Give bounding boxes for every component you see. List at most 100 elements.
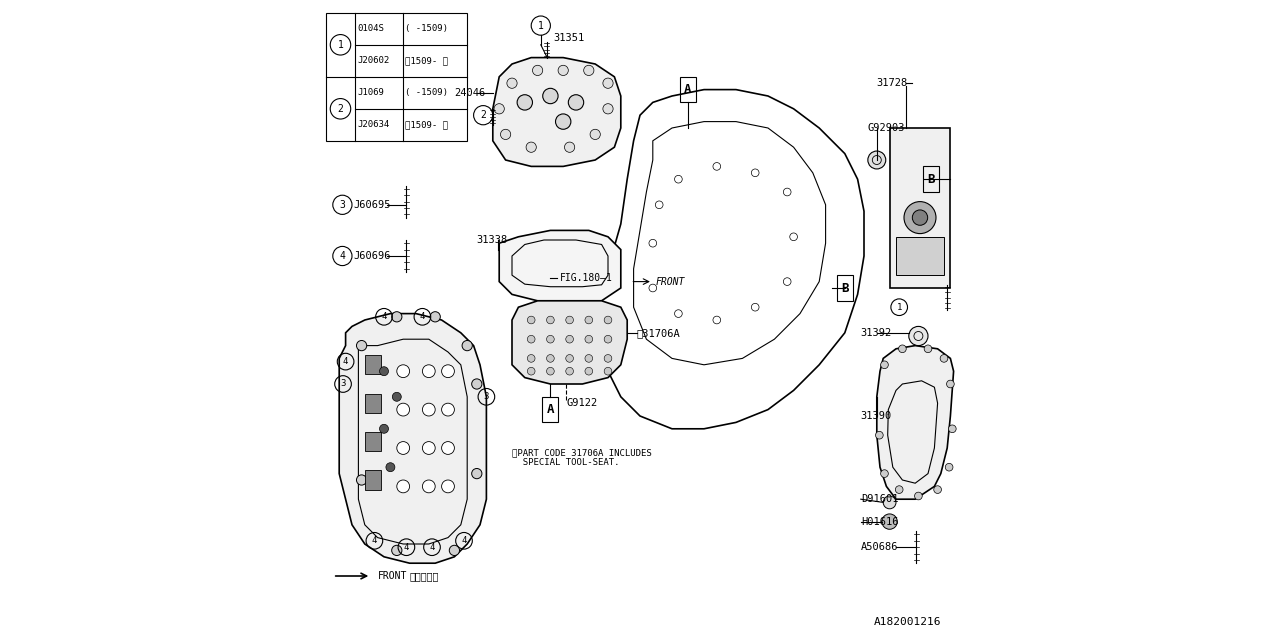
Circle shape — [392, 312, 402, 322]
Text: H01616: H01616 — [860, 516, 899, 527]
Bar — [837, 275, 852, 301]
Circle shape — [558, 65, 568, 76]
Circle shape — [914, 492, 923, 500]
Circle shape — [547, 335, 554, 343]
Bar — [923, 166, 940, 192]
Circle shape — [397, 365, 410, 378]
Circle shape — [422, 403, 435, 416]
Text: ( -1509): ( -1509) — [404, 88, 448, 97]
Text: 〘1509- 〙: 〘1509- 〙 — [404, 56, 448, 65]
Text: 2: 2 — [338, 104, 343, 114]
Bar — [890, 128, 950, 288]
Text: 24046: 24046 — [454, 88, 485, 98]
Polygon shape — [499, 230, 621, 301]
Circle shape — [904, 202, 936, 234]
Circle shape — [896, 486, 904, 493]
Circle shape — [397, 442, 410, 454]
Circle shape — [556, 114, 571, 129]
Polygon shape — [877, 346, 954, 499]
Circle shape — [472, 468, 483, 479]
Text: J20602: J20602 — [357, 56, 389, 65]
Text: J1069: J1069 — [357, 88, 384, 97]
Circle shape — [899, 345, 906, 353]
Circle shape — [387, 463, 394, 472]
Circle shape — [566, 335, 573, 343]
Circle shape — [547, 316, 554, 324]
Circle shape — [584, 65, 594, 76]
Text: A182001216: A182001216 — [873, 617, 941, 627]
Text: J60695: J60695 — [353, 200, 390, 210]
Circle shape — [397, 480, 410, 493]
Circle shape — [934, 486, 942, 493]
Text: 4: 4 — [343, 357, 348, 366]
Circle shape — [603, 78, 613, 88]
Circle shape — [604, 355, 612, 362]
Text: 〘1509- 〙: 〘1509- 〙 — [404, 120, 448, 129]
Circle shape — [442, 365, 454, 378]
Circle shape — [882, 514, 897, 529]
Text: ※31706A: ※31706A — [637, 328, 681, 338]
Circle shape — [449, 545, 460, 556]
Text: FRONT: FRONT — [657, 276, 685, 287]
Text: J20634: J20634 — [357, 120, 389, 129]
Text: FIG.180–1: FIG.180–1 — [561, 273, 613, 284]
Text: 3: 3 — [340, 380, 346, 388]
Circle shape — [566, 316, 573, 324]
Circle shape — [568, 95, 584, 110]
Circle shape — [883, 496, 896, 509]
Text: 4: 4 — [381, 312, 387, 321]
Text: B: B — [841, 282, 849, 294]
Circle shape — [379, 424, 389, 433]
Text: 2: 2 — [480, 110, 486, 120]
Circle shape — [422, 480, 435, 493]
Text: J60696: J60696 — [353, 251, 390, 261]
Circle shape — [472, 379, 483, 389]
Circle shape — [379, 367, 389, 376]
Text: G9122: G9122 — [566, 398, 598, 408]
Circle shape — [397, 403, 410, 416]
Text: ( -1509): ( -1509) — [404, 24, 448, 33]
Circle shape — [392, 545, 402, 556]
Bar — [365, 432, 381, 451]
Text: ＜上面図＞: ＜上面図＞ — [410, 571, 439, 581]
Circle shape — [948, 425, 956, 433]
Circle shape — [442, 480, 454, 493]
Text: 3: 3 — [339, 200, 346, 210]
Circle shape — [526, 142, 536, 152]
Circle shape — [527, 355, 535, 362]
Circle shape — [494, 104, 504, 114]
Bar — [326, 13, 467, 141]
Text: 4: 4 — [339, 251, 346, 261]
Text: D91601: D91601 — [860, 494, 899, 504]
Circle shape — [442, 442, 454, 454]
Text: A: A — [685, 83, 691, 96]
Circle shape — [604, 335, 612, 343]
Text: 4: 4 — [461, 536, 467, 545]
Circle shape — [527, 335, 535, 343]
Text: 4: 4 — [429, 543, 435, 552]
Circle shape — [564, 142, 575, 152]
Text: 0104S: 0104S — [357, 24, 384, 33]
Circle shape — [547, 355, 554, 362]
Polygon shape — [493, 58, 621, 166]
Circle shape — [585, 367, 593, 375]
Text: 4: 4 — [371, 536, 378, 545]
Text: 1: 1 — [896, 303, 902, 312]
Circle shape — [442, 403, 454, 416]
Text: A: A — [547, 403, 554, 416]
Circle shape — [532, 65, 543, 76]
Circle shape — [392, 392, 402, 401]
Bar — [543, 397, 558, 422]
Circle shape — [881, 361, 888, 369]
Circle shape — [585, 335, 593, 343]
Circle shape — [940, 355, 947, 362]
Text: 31351: 31351 — [554, 33, 585, 44]
Circle shape — [566, 355, 573, 362]
Text: 31392: 31392 — [860, 328, 892, 338]
Circle shape — [507, 78, 517, 88]
Circle shape — [422, 365, 435, 378]
Circle shape — [924, 345, 932, 353]
Circle shape — [462, 340, 472, 351]
Text: A50686: A50686 — [860, 542, 899, 552]
Circle shape — [947, 380, 955, 388]
